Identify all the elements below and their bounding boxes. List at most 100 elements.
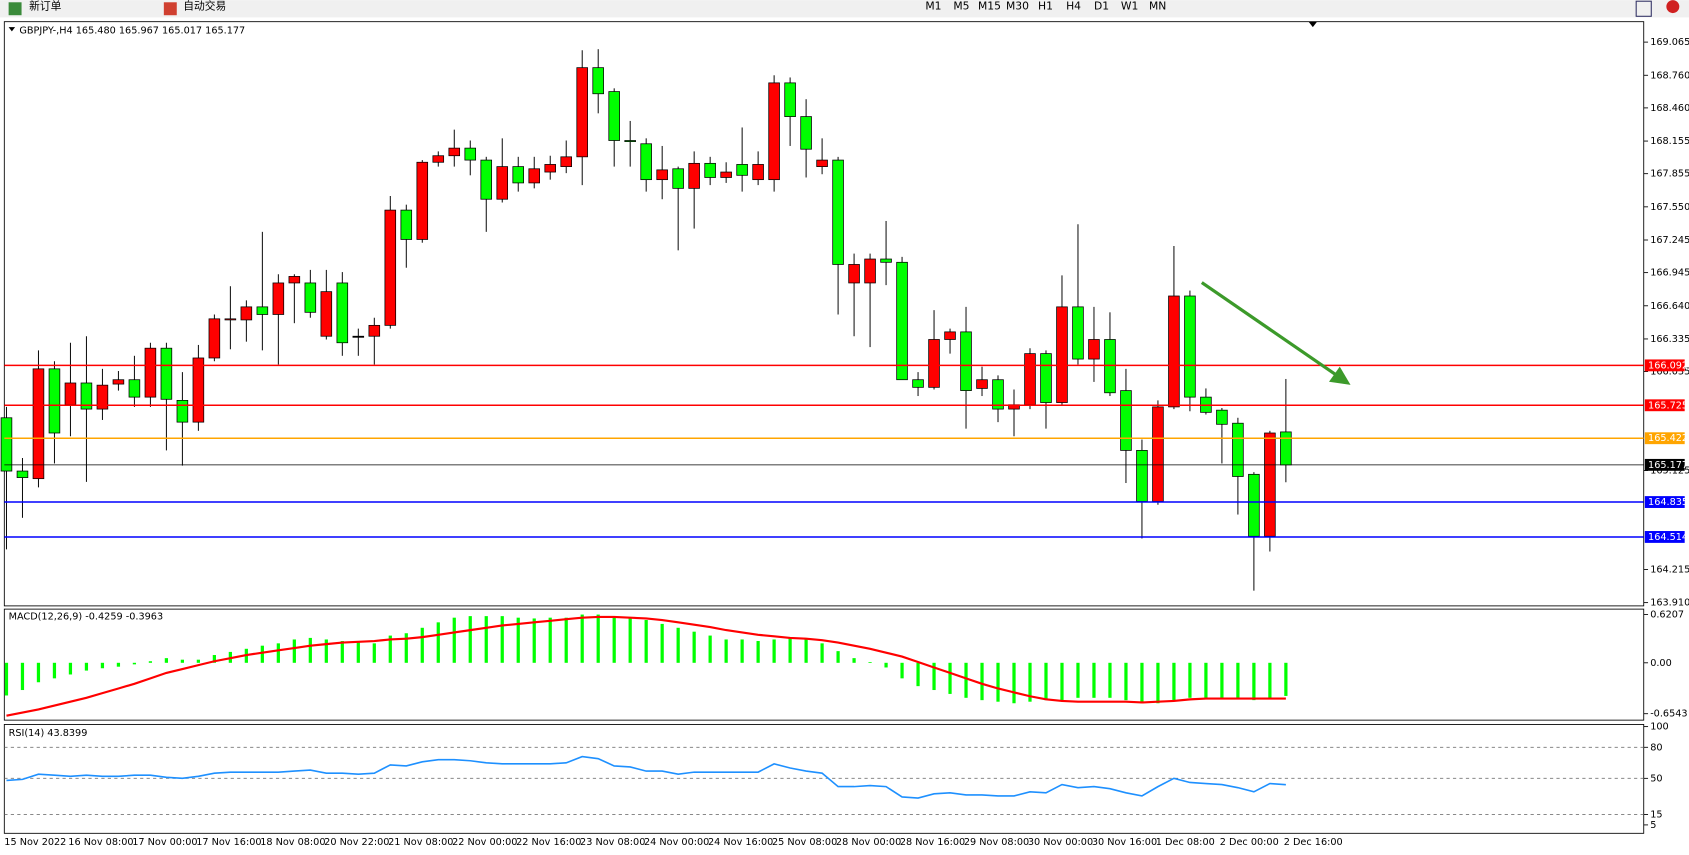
y-tick-label: 0.00 <box>1650 658 1672 669</box>
macd-bar <box>1028 662 1032 702</box>
candle-body <box>480 159 493 200</box>
macd-bar <box>4 662 9 696</box>
price-level-box <box>1644 458 1685 471</box>
candle-body <box>688 162 700 189</box>
timeframe-button[interactable]: H4 <box>1066 0 1081 13</box>
candle-body <box>608 91 620 141</box>
candle-body <box>112 379 125 385</box>
candle-body <box>144 347 157 398</box>
macd-bar <box>996 662 1000 702</box>
timeframe-button[interactable]: D1 <box>1094 0 1109 13</box>
macd-bar <box>436 622 440 663</box>
y-tick-label: 168.760 <box>1650 70 1689 81</box>
macd-bar <box>900 662 904 679</box>
x-tick-label: 22 Nov 16:00 <box>516 837 581 848</box>
x-tick-label: 2 Dec 00:00 <box>1220 837 1279 848</box>
timeframe-button[interactable]: M5 <box>953 0 969 13</box>
search-icon[interactable] <box>1635 0 1652 17</box>
candle-body <box>240 306 253 321</box>
candle-body <box>496 166 509 200</box>
macd-bar <box>404 633 408 663</box>
candle-body <box>464 147 477 161</box>
macd-bar <box>628 617 632 663</box>
price-level-label: 166.092 <box>1648 360 1688 371</box>
macd-bar <box>804 639 808 663</box>
macd-bar <box>692 631 696 663</box>
candle-body <box>1232 422 1244 477</box>
toolbar: 新订单 自动交易 M1 M5 M15 M30 H1 H4 D1 W1 MN <box>0 0 1689 18</box>
timeframe-button[interactable]: W1 <box>1121 0 1139 13</box>
candle-body <box>1168 295 1180 408</box>
x-tick-label: 15 Nov 2022 <box>4 837 66 848</box>
timeframe-button[interactable]: H1 <box>1038 0 1053 13</box>
y-tick-label: 164.215 <box>1650 564 1689 575</box>
macd-bar <box>756 641 760 663</box>
candle-body <box>48 368 61 434</box>
auto-trading-button[interactable]: 自动交易 <box>183 0 226 13</box>
macd-bar <box>452 617 456 663</box>
candle-body <box>16 470 29 478</box>
x-tick-label: 28 Nov 16:00 <box>900 837 965 848</box>
macd-bar <box>196 659 200 663</box>
macd-bar <box>852 658 856 663</box>
macd-bar <box>1252 662 1256 701</box>
price-level-label: 165.422 <box>1648 433 1688 444</box>
candle-body <box>1184 295 1196 398</box>
candle-body <box>272 282 285 315</box>
candle-body <box>672 168 684 189</box>
trend-arrow <box>1200 281 1338 377</box>
candle-body <box>32 368 45 480</box>
timeframe-button[interactable]: MN <box>1149 0 1166 13</box>
macd-bar <box>548 617 552 663</box>
candle-body <box>1216 409 1228 425</box>
alert-icon[interactable] <box>1666 0 1680 14</box>
macd-bar <box>388 635 392 663</box>
candle-body <box>704 162 716 178</box>
macd-bar <box>132 662 137 665</box>
macd-bar <box>1092 662 1096 698</box>
timeframe-button[interactable]: M15 <box>978 0 1001 13</box>
icon <box>163 2 177 16</box>
indicator-title: RSI(14) 43.8399 <box>9 728 88 739</box>
macd-bar <box>372 643 376 663</box>
price-level-label: 165.725 <box>1648 400 1688 411</box>
timeframe-button[interactable]: M30 <box>1006 0 1029 13</box>
candle-body <box>544 164 556 173</box>
x-tick-label: 23 Nov 08:00 <box>580 837 645 848</box>
candle-body <box>1072 306 1084 360</box>
price-level-box <box>1644 432 1685 445</box>
candle-body <box>1264 432 1276 537</box>
chart-title: GBPJPY-,H4 165.480 165.967 165.017 165.1… <box>19 25 245 36</box>
candle-body <box>336 282 349 344</box>
candle-body <box>896 261 908 381</box>
candle-body <box>176 400 189 423</box>
candle-body <box>384 209 397 326</box>
x-tick-label: 24 Nov 00:00 <box>644 837 709 848</box>
macd-bar <box>212 655 216 663</box>
timeframe-button[interactable]: M1 <box>925 0 941 13</box>
new-order-button[interactable]: 新订单 <box>29 0 62 13</box>
x-tick-label: 22 Nov 00:00 <box>452 837 517 848</box>
candle-body <box>1024 353 1036 406</box>
x-tick-label: 1 Dec 08:00 <box>1156 837 1215 848</box>
macd-bar <box>1236 662 1240 698</box>
y-tick-label: 168.155 <box>1650 136 1689 147</box>
macd-bar <box>68 662 73 675</box>
macd-bar <box>1284 662 1288 696</box>
macd-bar <box>340 641 344 663</box>
macd-bar <box>516 617 520 663</box>
x-tick-label: 2 Dec 16:00 <box>1284 837 1343 848</box>
rsi-pane <box>3 724 1645 834</box>
price-level-label: 165.177 <box>1648 460 1688 471</box>
y-tick-label: 80 <box>1650 742 1662 753</box>
candle-body <box>448 147 461 157</box>
candle-body <box>1040 353 1052 403</box>
x-tick-label: 24 Nov 16:00 <box>708 837 773 848</box>
macd-bar <box>1012 662 1016 704</box>
candle-body <box>944 331 956 340</box>
x-tick-label: 25 Nov 08:00 <box>772 837 837 848</box>
candle-body <box>624 140 636 142</box>
macd-bar <box>1124 662 1128 701</box>
macd-bar <box>276 643 280 663</box>
